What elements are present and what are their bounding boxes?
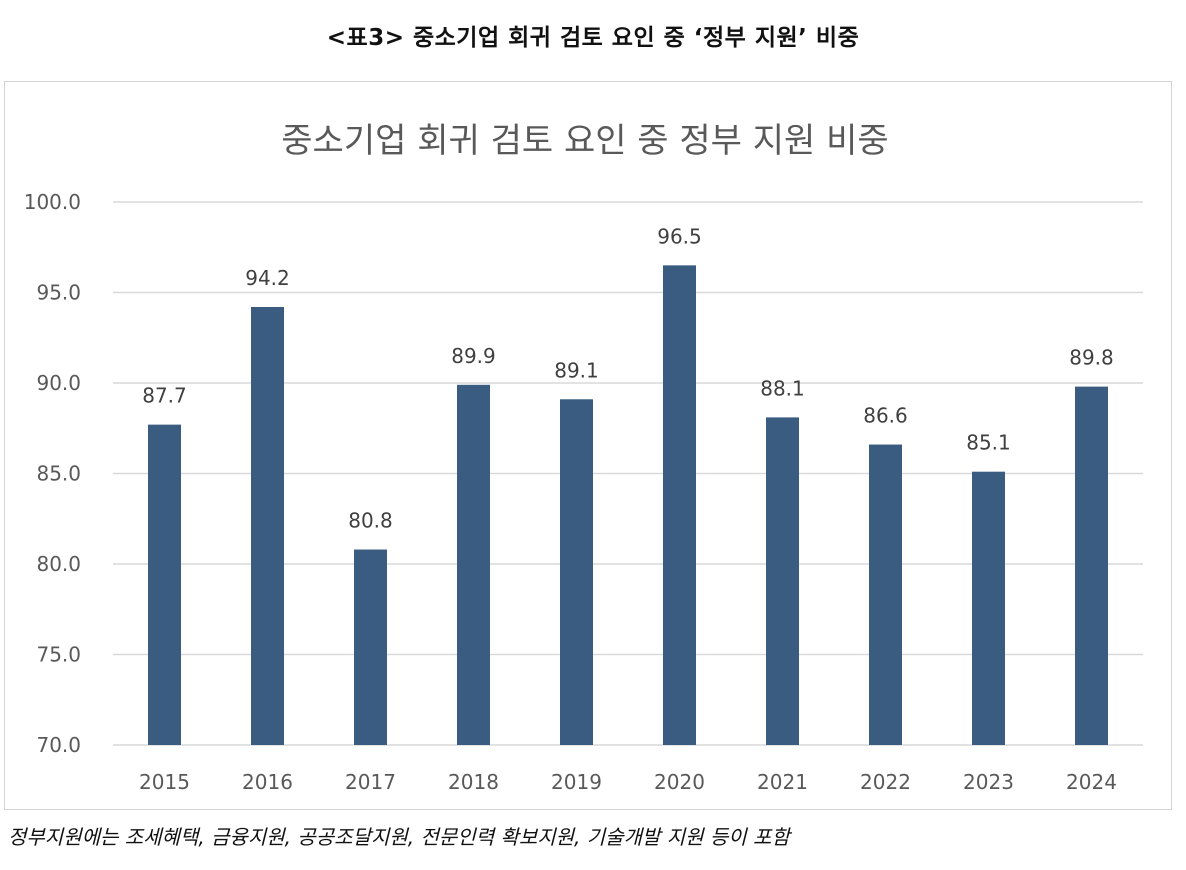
data-label: 89.9 <box>451 344 496 368</box>
bar-chart: 중소기업 회귀 검토 요인 중 정부 지원 비중 87.7 94.2 80.8 89.… <box>24 121 1143 794</box>
y-tick-label: 85.0 <box>36 462 81 486</box>
y-tick-label: 80.0 <box>36 552 81 576</box>
x-tick-label: 2024 <box>1066 770 1117 794</box>
data-label: 89.8 <box>1069 346 1114 370</box>
data-label: 86.6 <box>863 404 908 428</box>
x-tick-label: 2021 <box>757 770 808 794</box>
bar <box>148 424 181 745</box>
data-label: 89.1 <box>554 358 599 382</box>
x-tick-label: 2019 <box>551 770 602 794</box>
y-tick-label: 100.0 <box>24 190 81 214</box>
bar <box>766 417 799 745</box>
data-label: 94.2 <box>245 266 290 290</box>
bar <box>1075 386 1108 745</box>
x-tick-label: 2020 <box>654 770 705 794</box>
figure-caption: <표3> 중소기업 회귀 검토 요인 중 ‘정부 지원’ 비중 <box>326 25 860 51</box>
bar <box>251 306 284 745</box>
data-label: 88.1 <box>760 376 805 400</box>
chart-frame: 중소기업 회귀 검토 요인 중 정부 지원 비중 87.7 94.2 80.8 89.… <box>4 81 1172 810</box>
data-label: 80.8 <box>348 509 393 533</box>
x-tick-label: 2022 <box>860 770 911 794</box>
y-tick-label: 75.0 <box>36 643 81 667</box>
y-tick-label: 90.0 <box>36 371 81 395</box>
bar <box>663 265 696 745</box>
bar <box>354 549 387 745</box>
y-tick-label: 70.0 <box>36 733 81 757</box>
chart-title: 중소기업 회귀 검토 요인 중 정부 지원 비중 <box>281 121 888 161</box>
data-label: 96.5 <box>657 224 702 248</box>
bar <box>560 399 593 745</box>
data-label: 87.7 <box>142 384 187 408</box>
x-tick-label: 2018 <box>448 770 499 794</box>
y-tick-label: 95.0 <box>36 281 81 305</box>
x-tick-label: 2017 <box>345 770 396 794</box>
x-tick-label: 2016 <box>242 770 293 794</box>
bar <box>457 384 490 745</box>
bar <box>972 471 1005 745</box>
x-tick-label: 2023 <box>963 770 1014 794</box>
data-label: 85.1 <box>966 431 1011 455</box>
footnote: 정부지원에는 조세혜택, 금융지원, 공공조달지원, 전문인력 확보지원, 기술… <box>8 825 790 849</box>
x-tick-label: 2015 <box>139 770 190 794</box>
bar <box>869 444 902 745</box>
